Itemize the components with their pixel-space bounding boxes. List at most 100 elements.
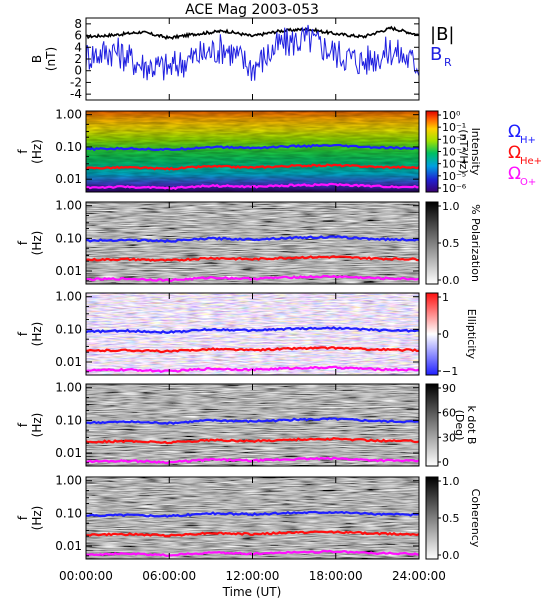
- x-tick-label: 24:00:00: [392, 569, 446, 583]
- y-axis-unit: (Hz): [30, 506, 44, 531]
- gyrofrequency-line-h: [85, 235, 420, 244]
- y-tick-label: -4: [70, 87, 82, 101]
- colorbar-label: Ellipticity: [465, 309, 478, 360]
- y-tick-label: 8: [74, 17, 82, 31]
- panel-3: 0.01 0.10 1.00 1.0 0.5 0.0 % Polarization f (Hz): [16, 199, 482, 287]
- colorbar-tick-label: 10⁻⁶: [442, 182, 467, 195]
- colorbar-tick-label: 10⁻⁴: [442, 158, 467, 171]
- colorbar-label: Intensity: [469, 128, 482, 176]
- series-line-b-r: [85, 24, 420, 81]
- colorbar-tick-label: 0.5: [442, 512, 460, 525]
- gyrofrequency-line-he: [85, 163, 420, 171]
- y-axis-label: f: [16, 515, 30, 520]
- colorbar-label: % Polarization: [469, 204, 482, 282]
- y-tick-label: 1.00: [55, 474, 82, 488]
- spectrogram-texture: [86, 202, 419, 284]
- spectrogram-texture: [86, 477, 419, 559]
- colorbar-tick-label: 10⁰: [442, 109, 461, 122]
- x-axis-label: Time (UT): [222, 585, 282, 599]
- colorbar: [425, 201, 439, 285]
- y-tick-label: 0.01: [55, 264, 82, 278]
- legend-omega-subscript-he: He+: [520, 156, 542, 167]
- legend-b-r-subscript: R: [444, 56, 452, 69]
- spectrogram-texture: [86, 384, 419, 466]
- y-tick-label: 1.00: [55, 381, 82, 395]
- x-tick-label: 00:00:00: [59, 569, 113, 583]
- colorbar-tick-label: 0.0: [442, 549, 460, 562]
- panel-5: 0.01 0.10 1.00 90 60 30 0 k dot B(Deg) f (Hz): [16, 381, 478, 469]
- colorbar-tick-label: 10⁻²: [442, 133, 466, 146]
- gyrofrequency-line-h: [85, 326, 420, 335]
- legend-omega-he: Ω: [508, 143, 521, 163]
- y-tick-label: 0.10: [55, 413, 82, 427]
- series-line-b-total: [85, 25, 420, 41]
- gyrofrequency-line-he: [85, 255, 420, 262]
- y-tick-label: 0.10: [55, 140, 82, 154]
- panel-6: 0.01 0.10 1.00 1.0 0.5 0.0 Coherency f (Hz): [16, 474, 482, 562]
- x-tick-label: 06:00:00: [142, 569, 196, 583]
- panel-2: 0.01 0.10 1.00 10⁰10⁻¹10⁻²10⁻³10⁻⁴10⁻⁵10⁻⁶I…: [16, 108, 542, 195]
- y-axis-label: f: [16, 240, 30, 245]
- colorbar-tick-label: 10⁻³: [442, 146, 466, 159]
- colorbar-tick-label: 90: [442, 382, 456, 395]
- spectrogram-texture: [86, 111, 419, 192]
- colorbar-tick-label: 0.5: [442, 237, 460, 250]
- colorbar-tick-label: 1: [442, 291, 449, 304]
- legend-omega-h: Ω: [508, 122, 521, 142]
- colorbar: [425, 383, 439, 467]
- y-tick-label: -2: [70, 75, 82, 89]
- colorbar-label: Coherency: [469, 489, 482, 548]
- y-axis-unit: (Hz): [30, 322, 44, 347]
- colorbar: [425, 110, 439, 193]
- y-axis-unit: (nT): [44, 47, 58, 71]
- y-tick-label: 1.00: [55, 199, 82, 213]
- x-tick-label: 18:00:00: [309, 569, 363, 583]
- gyrofrequency-line-he: [85, 530, 420, 538]
- gyrofrequency-line-h: [85, 143, 420, 152]
- legend-b-total: |B|: [430, 24, 454, 45]
- y-tick-label: 0.10: [55, 231, 82, 245]
- y-tick-label: 0.10: [55, 506, 82, 520]
- legend-omega-subscript-o: O+: [520, 177, 536, 188]
- y-tick-label: 0.01: [55, 172, 82, 186]
- colorbar-tick-label: 10⁻⁵: [442, 170, 466, 183]
- y-axis-label: f: [16, 149, 30, 154]
- y-axis-unit: (Hz): [30, 231, 44, 256]
- chart-title: ACE Mag 2003-053: [185, 2, 319, 18]
- gyrofrequency-line-he: [86, 346, 420, 354]
- y-tick-label: 0.01: [55, 446, 82, 460]
- colorbar-tick-label: 1.0: [442, 475, 460, 488]
- y-axis-label: f: [16, 331, 30, 336]
- colorbar: [425, 292, 439, 376]
- colorbar: [425, 476, 439, 560]
- legend-b-r: B: [430, 44, 442, 65]
- colorbar-tick-label: 30: [442, 431, 456, 444]
- colorbar-tick-label: 0: [442, 456, 449, 469]
- colorbar-tick-label: 0.0: [442, 274, 460, 287]
- y-tick-label: 0.01: [55, 355, 82, 369]
- colorbar-unit: (nT²/Hz): [457, 129, 470, 173]
- panel-4: 0.01 0.10 1.00 1 0 −1 Ellipticity f (Hz): [16, 290, 478, 378]
- plot-area: [86, 18, 419, 100]
- gyrofrequency-line-h: [85, 510, 420, 518]
- y-tick-label: 6: [74, 29, 82, 43]
- colorbar-label: k dot B: [465, 406, 478, 445]
- y-tick-label: 0: [74, 64, 82, 78]
- y-tick-label: 0.10: [55, 322, 82, 336]
- y-axis-label: f: [16, 422, 30, 427]
- gyrofrequency-line-h: [85, 417, 420, 426]
- x-tick-label: 12:00:00: [226, 569, 280, 583]
- legend-omega-subscript-h: H+: [520, 135, 536, 146]
- y-tick-label: 1.00: [55, 290, 82, 304]
- y-tick-label: 1.00: [55, 108, 82, 122]
- colorbar-unit: (Deg): [453, 410, 466, 441]
- y-axis-unit: (Hz): [30, 139, 44, 164]
- y-tick-label: 0.01: [55, 539, 82, 553]
- colorbar-tick-label: 1.0: [442, 200, 460, 213]
- y-tick-label: 2: [74, 52, 82, 66]
- gyrofrequency-line-he: [85, 437, 420, 445]
- colorbar-tick-label: −1: [442, 365, 458, 378]
- legend-omega-o: Ω: [508, 164, 521, 184]
